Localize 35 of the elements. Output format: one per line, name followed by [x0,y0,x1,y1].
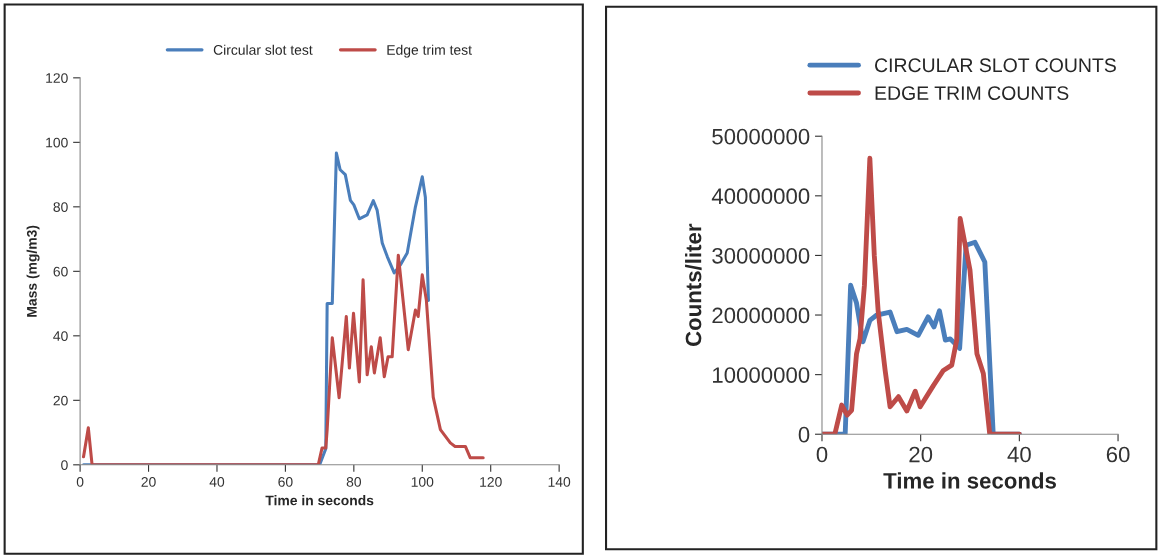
y-tick-label: 50000000 [712,128,810,145]
x-tick-label: 0 [76,476,84,487]
line-series [821,155,1022,435]
x-tick-label: 40 [209,476,225,487]
x-tick-label: 100 [411,476,434,487]
y-axis-title: Counts/liter [685,223,702,347]
y-tick-label: 20000000 [712,307,810,324]
legend-label: CIRCULAR SLOT COUNTS [875,58,1116,73]
x-tick-label: 0 [816,446,828,463]
y-tick-label: 100 [46,137,68,148]
x-tick-label: 60 [278,476,293,487]
x-axis-title: Time in seconds [265,495,374,506]
x-tick-label: 60 [1106,446,1130,463]
y-tick-label: 60 [53,266,68,277]
legend-label: Circular slot test [213,44,313,55]
x-tick-label: 120 [480,476,502,487]
y-tick-label: 10000000 [713,367,810,383]
x-axis-title: Time in seconds [883,472,1056,489]
y-tick-label: 0 [61,460,68,470]
x-tick-label: 80 [346,476,362,487]
y-tick-label: 20 [53,395,68,406]
y-tick-label: 120 [46,73,68,84]
line-series [82,253,485,465]
y-tick-label: 80 [53,202,68,212]
x-tick-label: 40 [1007,446,1031,463]
y-tick-label: 40 [53,331,68,341]
x-tick-label: 140 [548,476,571,487]
y-tick-label: 0 [798,426,810,443]
x-tick-label: 20 [141,476,156,487]
y-tick-label: 40000000 [711,188,810,205]
y-axis-title: Mass (mg/m3) [26,225,40,317]
legend-label: EDGE TRIM COUNTS [875,86,1069,100]
legend-label: Edge trim test [387,44,472,58]
y-tick-label: 30000000 [712,247,810,264]
x-tick-label: 20 [909,446,933,463]
